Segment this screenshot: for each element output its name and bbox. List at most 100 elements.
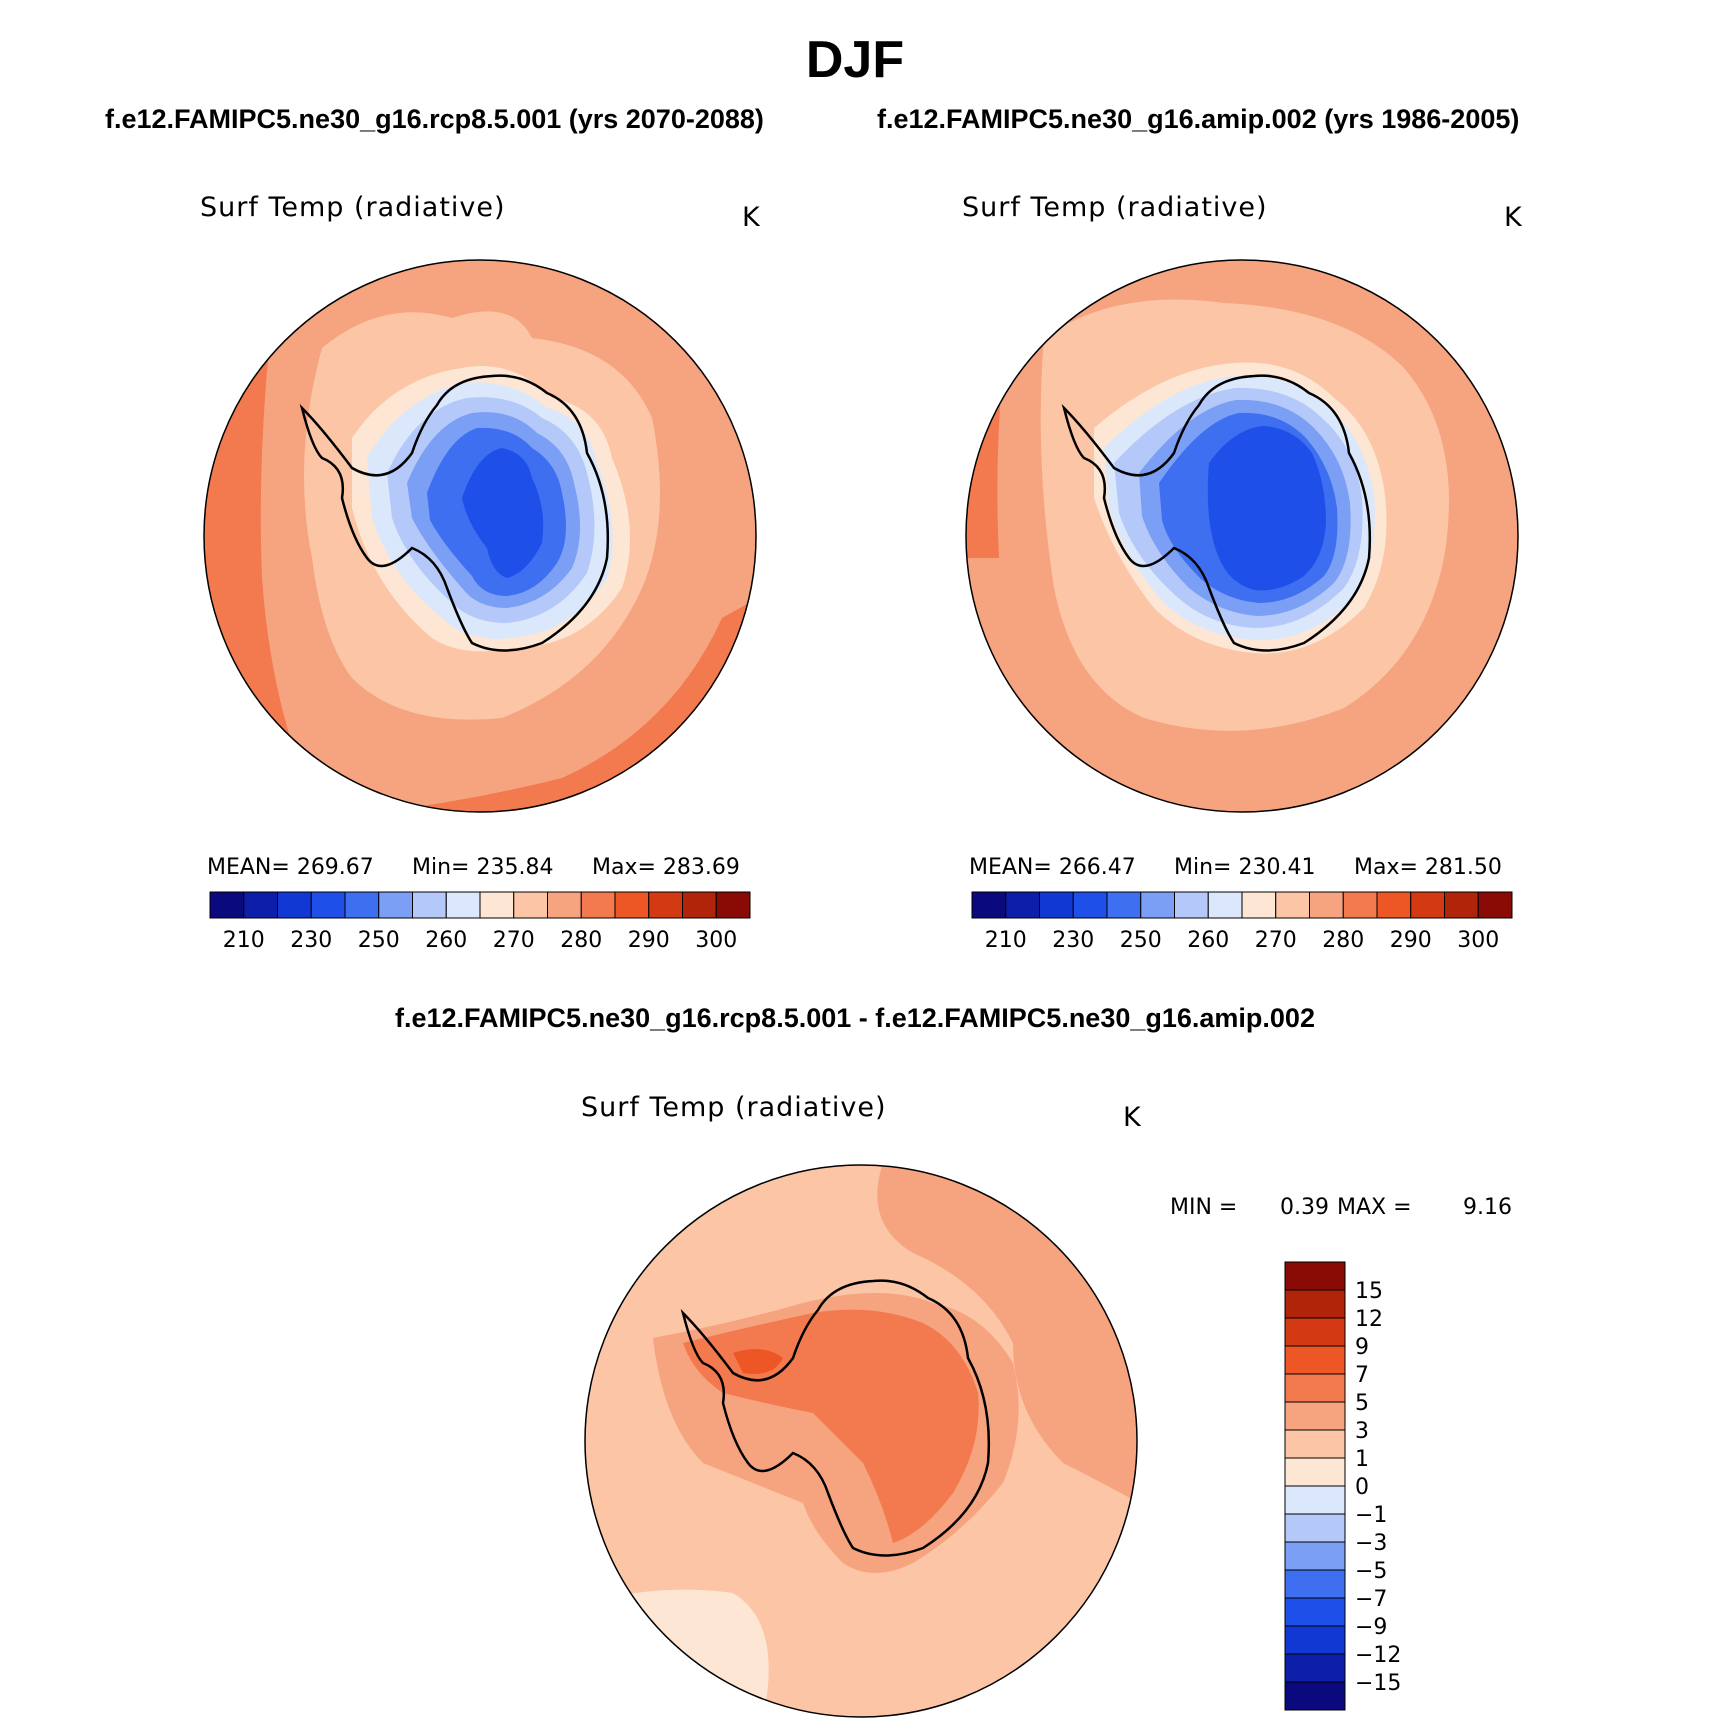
panel1-units-label: K — [742, 202, 761, 233]
colorbar-tick-label: 230 — [1052, 928, 1094, 953]
panel1-colorbar: 210 230 250 260 270 280 290 300 — [209, 891, 751, 953]
colorbar-tick-label: 270 — [493, 928, 535, 953]
colorbar-swatch — [310, 891, 346, 919]
colorbar-swatch — [1005, 891, 1040, 919]
colorbar-tick-label: 3 — [1355, 1419, 1369, 1444]
panel2-map — [965, 259, 1519, 813]
colorbar-swatch — [1284, 1653, 1346, 1683]
colorbar-tick-label: −3 — [1355, 1531, 1387, 1556]
colorbar-tick-label: 5 — [1355, 1391, 1369, 1416]
colorbar-tick-label: 280 — [1322, 928, 1364, 953]
panel2-units-label: K — [1504, 202, 1523, 233]
panel3-max-label: MAX = — [1337, 1195, 1412, 1220]
weak-warming-region — [585, 1589, 769, 1717]
colorbar-tick-label: 7 — [1355, 1363, 1369, 1388]
colorbar-swatch — [971, 891, 1007, 919]
ice-interior-cold — [1207, 426, 1326, 591]
colorbar-swatch — [243, 891, 278, 919]
colorbar-tick-label: 0 — [1355, 1475, 1369, 1500]
strongest-warming-spot — [733, 1349, 783, 1374]
colorbar-tick-label: 1 — [1355, 1447, 1369, 1472]
colorbar-tick-label: −1 — [1355, 1503, 1387, 1528]
colorbar-swatch — [1284, 1401, 1346, 1431]
colorbar-swatch — [580, 891, 616, 919]
colorbar-swatch — [1284, 1345, 1346, 1375]
colorbar-swatch — [1284, 1485, 1346, 1515]
colorbar-swatch — [682, 891, 717, 919]
colorbar-swatch — [277, 891, 312, 919]
panel3-min-label: MIN = — [1170, 1195, 1238, 1220]
colorbar-swatch — [1477, 891, 1513, 919]
ice-interior-cold — [462, 448, 544, 578]
panel1-mean: MEAN= 269.67 — [207, 855, 374, 880]
colorbar-swatch — [1342, 891, 1378, 919]
colorbar-swatch — [1284, 1541, 1346, 1571]
map-boundary — [965, 259, 1519, 813]
figure-title: DJF — [805, 31, 905, 89]
colorbar-swatch — [209, 891, 245, 919]
colorbar-tick-label: −5 — [1355, 1559, 1387, 1584]
colorbar-swatch — [547, 891, 582, 919]
colorbar-swatch — [1284, 1681, 1346, 1711]
colorbar-tick-label: −9 — [1355, 1615, 1387, 1640]
colorbar-swatch — [1284, 1429, 1346, 1459]
colorbar-swatch — [1284, 1513, 1346, 1543]
colorbar-tick-label: −15 — [1355, 1671, 1401, 1696]
colorbar-swatch — [1241, 891, 1277, 919]
colorbar-tick-label: 290 — [628, 928, 670, 953]
panel3-variable-label: Surf Temp (radiative) — [581, 1092, 887, 1123]
colorbar-swatch — [1376, 891, 1412, 919]
map-boundary — [203, 259, 757, 813]
colorbar-swatch — [1284, 1597, 1346, 1627]
colorbar-tick-label: 250 — [358, 928, 400, 953]
colorbar-tick-label: 270 — [1255, 928, 1297, 953]
colorbar-tick-label: 300 — [695, 928, 737, 953]
colorbar-tick-label: −7 — [1355, 1587, 1387, 1612]
colorbar-swatch — [1309, 891, 1344, 919]
panel3-colorbar: −15 −12 −9 −7 −5 −3 −1 0 1 3 5 7 9 12 15 — [1284, 1261, 1401, 1711]
panel3-max-value: 9.16 — [1463, 1195, 1512, 1220]
colorbar-swatch — [1284, 1261, 1346, 1291]
colorbar-swatch — [1284, 1373, 1346, 1403]
colorbar-tick-label: 250 — [1120, 928, 1162, 953]
colorbar-swatch — [1284, 1289, 1346, 1319]
colorbar-swatch — [1174, 891, 1209, 919]
colorbar-tick-label: 230 — [290, 928, 332, 953]
colorbar-swatch — [1284, 1569, 1346, 1599]
panel1-min: Min= 235.84 — [412, 855, 554, 880]
colorbar-swatch — [479, 891, 515, 919]
colorbar-swatch — [1284, 1625, 1346, 1655]
colorbar-swatch — [648, 891, 683, 919]
colorbar-swatch — [1444, 891, 1479, 919]
panel3-units-label: K — [1123, 1102, 1142, 1133]
colorbar-tick-label: −12 — [1355, 1643, 1401, 1668]
colorbar-tick-label: 9 — [1355, 1335, 1369, 1360]
case2-title: f.e12.FAMIPC5.ne30_g16.amip.002 (yrs 198… — [877, 104, 1520, 134]
panel1-map — [203, 259, 757, 813]
colorbar-tick-label: 210 — [985, 928, 1027, 953]
antarctica-coastline — [299, 374, 610, 652]
colorbar-swatch — [1072, 891, 1108, 919]
colorbar-tick-label: 15 — [1355, 1279, 1383, 1304]
antarctica-coastline — [1061, 374, 1372, 652]
colorbar-tick-label: 260 — [1187, 928, 1229, 953]
colorbar-tick-label: 280 — [560, 928, 602, 953]
panel2-colorbar: 210 230 250 260 270 280 290 300 — [971, 891, 1513, 953]
panel3-min-value: 0.39 — [1280, 1195, 1329, 1220]
colorbar-swatch — [1106, 891, 1142, 919]
colorbar-swatch — [1410, 891, 1445, 919]
colorbar-swatch — [412, 891, 447, 919]
colorbar-swatch — [715, 891, 751, 919]
colorbar-swatch — [614, 891, 650, 919]
difference-title: f.e12.FAMIPC5.ne30_g16.rcp8.5.001 - f.e1… — [395, 1003, 1315, 1033]
panel2-mean: MEAN= 266.47 — [969, 855, 1136, 880]
colorbar-swatch — [344, 891, 380, 919]
colorbar-tick-label: 210 — [223, 928, 265, 953]
panel2-variable-label: Surf Temp (radiative) — [962, 192, 1268, 223]
colorbar-swatch — [445, 891, 481, 919]
colorbar-tick-label: 260 — [425, 928, 467, 953]
panel1-variable-label: Surf Temp (radiative) — [200, 192, 506, 223]
colorbar-swatch — [1284, 1457, 1346, 1487]
colorbar-tick-label: 300 — [1457, 928, 1499, 953]
colorbar-swatch — [1284, 1317, 1346, 1347]
